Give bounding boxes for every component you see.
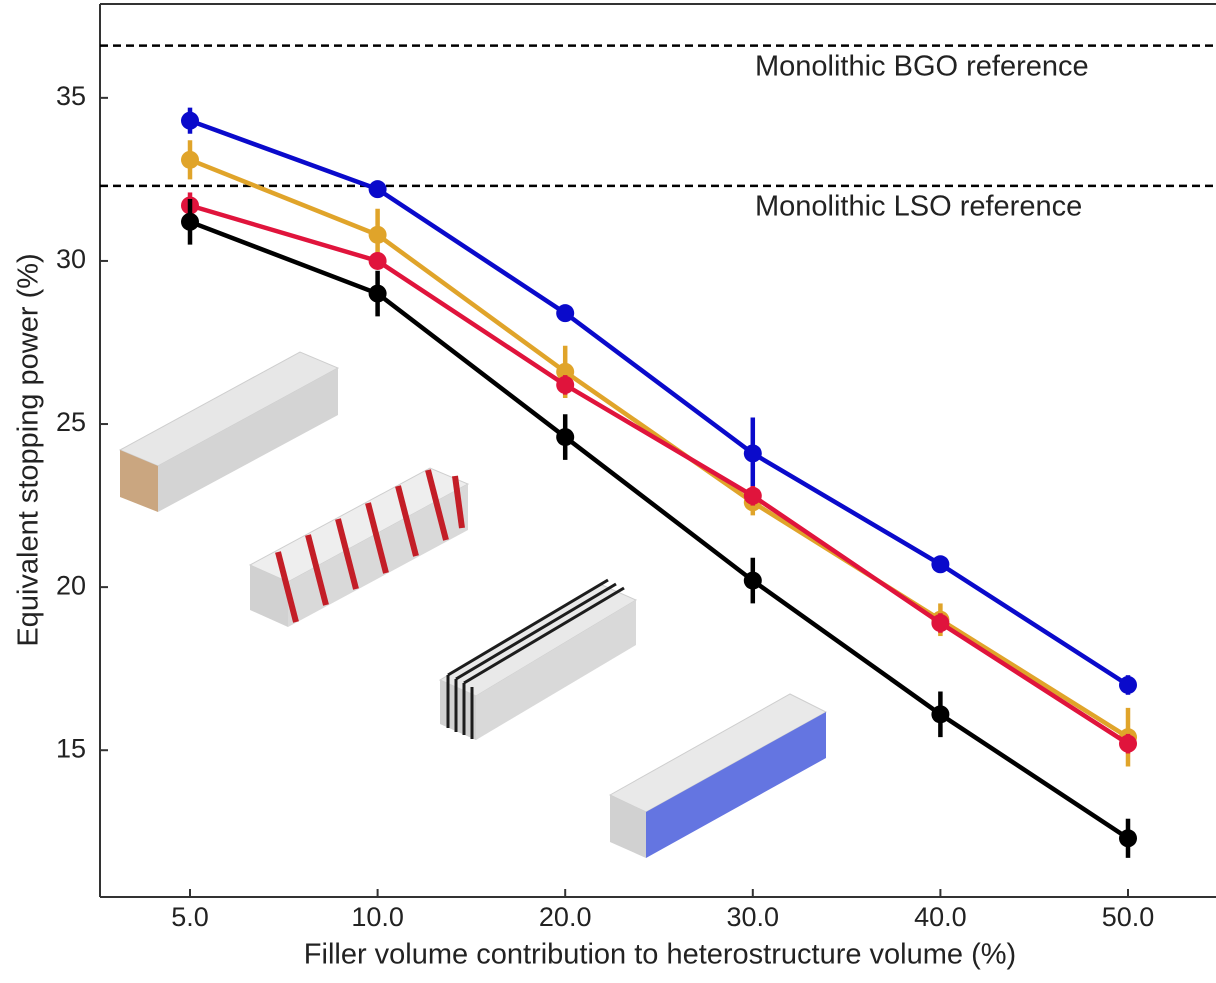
point — [931, 705, 950, 724]
point — [556, 375, 575, 394]
point — [743, 444, 762, 463]
y-axis-label: Equivalent stopping power (%) — [13, 253, 45, 646]
point — [556, 362, 575, 381]
x-tick-label: 10.0 — [351, 902, 404, 932]
series-line — [189, 118, 1130, 687]
point — [368, 180, 387, 199]
point — [368, 225, 387, 244]
point — [556, 304, 575, 323]
point — [556, 428, 575, 447]
point — [1119, 675, 1137, 694]
axes-frame — [99, 3, 1216, 898]
point — [181, 111, 199, 130]
reference-label: Monolithic BGO reference — [755, 50, 1089, 82]
series-line — [189, 219, 1130, 841]
x-tick-label: 50.0 — [1102, 902, 1155, 932]
y-tick-label: 25 — [56, 407, 86, 437]
x-tick-label: 40.0 — [914, 902, 967, 932]
x-tick-label: 5.0 — [171, 902, 209, 932]
reference-label: Monolithic LSO reference — [755, 191, 1082, 223]
x-tick-label: 30.0 — [727, 902, 780, 932]
point — [368, 251, 387, 270]
y-tick-label: 30 — [56, 244, 86, 274]
point — [743, 571, 762, 590]
y-tick-label: 35 — [56, 81, 86, 111]
point — [181, 150, 199, 169]
x-tick-label: 20.0 — [539, 902, 592, 932]
point — [931, 614, 950, 633]
illustrations — [118, 351, 828, 858]
point — [181, 212, 199, 231]
point — [1119, 734, 1137, 753]
series-line — [189, 157, 1130, 740]
x-axis-label: Filler volume contribution to heterostru… — [304, 939, 1016, 971]
point — [368, 284, 387, 303]
point — [743, 486, 762, 505]
series-line — [189, 203, 1130, 746]
y-tick-label: 15 — [56, 733, 86, 763]
y-tick-label: 20 — [56, 570, 86, 600]
point — [931, 555, 950, 574]
point — [1119, 829, 1137, 848]
